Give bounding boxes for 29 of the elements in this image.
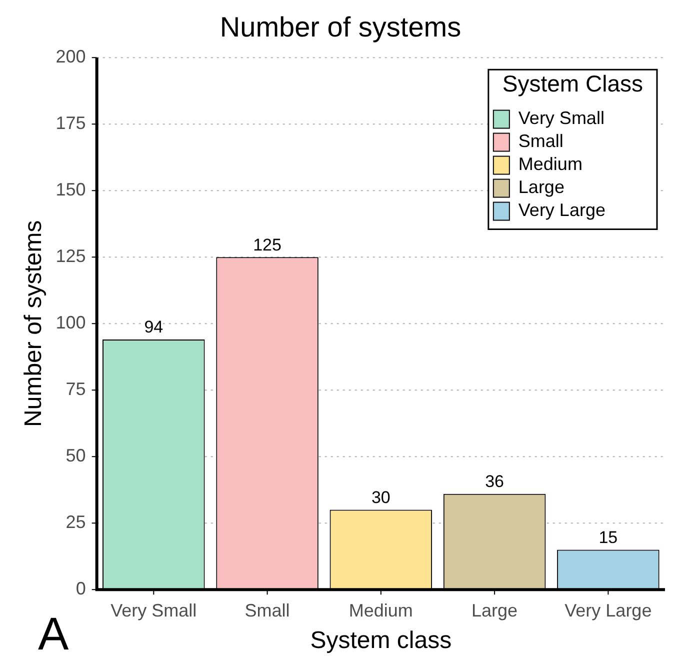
data-label: 30 xyxy=(371,488,390,507)
x-tick-label: Very Small xyxy=(110,600,197,620)
legend-label: Medium xyxy=(518,154,582,174)
y-tick-label: 125 xyxy=(56,246,86,266)
y-axis-title: Number of systems xyxy=(20,220,48,427)
legend-title: System Class xyxy=(502,70,644,96)
data-label: 125 xyxy=(253,235,282,254)
x-tick-label: Medium xyxy=(348,600,413,620)
text: A xyxy=(38,608,69,660)
legend-label: Very Small xyxy=(518,108,604,128)
data-label: 36 xyxy=(485,472,504,492)
data-label: 15 xyxy=(598,528,618,547)
legend-label: Very Large xyxy=(518,200,606,220)
y-tick-label: 200 xyxy=(56,46,86,67)
chart-title: Number of systems xyxy=(220,12,462,43)
y-tick-label: 25 xyxy=(66,512,86,532)
y-tick-label: 175 xyxy=(56,113,86,134)
y-tick-label: 75 xyxy=(66,379,86,400)
x-tick-label: Very Large xyxy=(564,600,652,620)
legend-label: Small xyxy=(518,131,564,152)
x-tick-label: Large xyxy=(472,600,518,620)
y-tick-label: 100 xyxy=(56,312,86,333)
data-label: 94 xyxy=(144,318,164,337)
x-axis-title: System class xyxy=(310,627,452,654)
y-tick-label: 150 xyxy=(56,180,86,200)
legend-label: Large xyxy=(518,177,564,198)
y-tick-label: 50 xyxy=(66,446,86,466)
y-tick-label: 0 xyxy=(76,578,86,599)
x-tick-label: Small xyxy=(244,600,290,620)
